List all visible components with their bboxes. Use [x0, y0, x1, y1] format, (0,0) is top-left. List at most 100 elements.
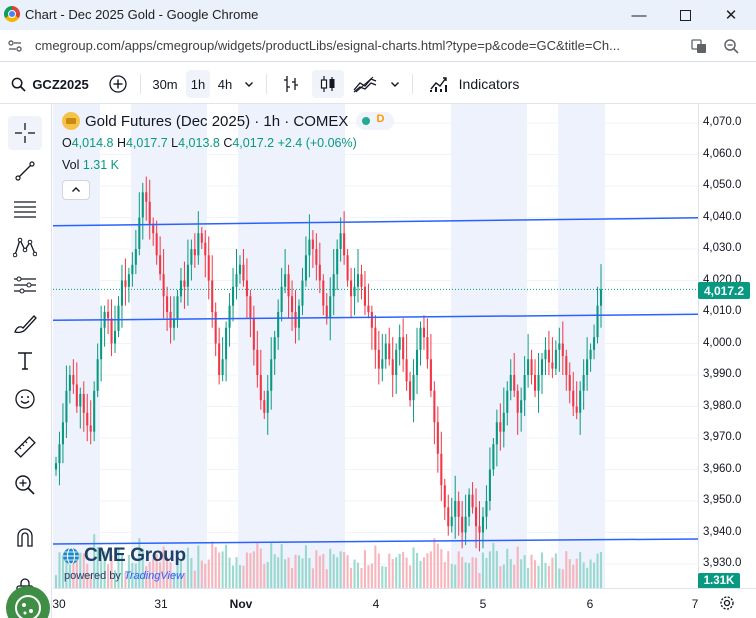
interval-30m[interactable]: 30m [152, 76, 178, 92]
candle [315, 233, 318, 281]
site-info-icon[interactable] [7, 38, 23, 54]
candle-body [461, 516, 464, 533]
candle-body [513, 375, 516, 391]
volume-bar [325, 569, 328, 588]
candle-body [100, 327, 103, 360]
candle-body [575, 406, 578, 413]
candle-body [540, 359, 544, 375]
trendline-tool[interactable] [8, 154, 42, 188]
compare-symbol-button[interactable] [104, 70, 132, 98]
chart-type-dropdown[interactable] [386, 70, 404, 98]
candle-body [93, 390, 96, 432]
volume-bar [398, 553, 401, 588]
volume-bar [131, 562, 134, 588]
volume-label: Vol [62, 158, 80, 172]
pattern-tool[interactable] [8, 230, 42, 264]
resistance-line [53, 217, 698, 227]
emoji-tool[interactable] [8, 382, 42, 416]
zoom-tool[interactable] [8, 468, 42, 502]
candlestick-chart[interactable] [53, 104, 698, 588]
close-button[interactable]: ✕ [708, 0, 754, 30]
candle [405, 334, 408, 391]
candle [172, 296, 176, 341]
volume-bar [377, 553, 380, 588]
minimize-button[interactable]: — [616, 0, 662, 30]
candle-body [582, 375, 585, 391]
indicators-button[interactable]: Indicators [422, 70, 526, 98]
interval-dropdown[interactable] [240, 70, 258, 98]
candle-body [481, 516, 485, 533]
candle [495, 409, 498, 467]
ruler-tool[interactable] [8, 430, 42, 464]
candle-body [138, 217, 141, 249]
candle [381, 334, 384, 382]
volume-bar [124, 572, 127, 588]
candle-body [211, 280, 214, 312]
candles-style-button[interactable] [312, 70, 344, 98]
volume-bar [301, 558, 304, 588]
candle-body [520, 400, 523, 413]
candle [200, 226, 203, 249]
chart-settings-icon[interactable] [719, 595, 735, 611]
candle-body [231, 286, 235, 306]
chart-type-button[interactable] [350, 70, 380, 98]
magnet-tool[interactable] [8, 520, 42, 554]
cookie-settings-button[interactable] [6, 586, 50, 618]
candle-body [402, 337, 405, 360]
volume-bar [540, 552, 544, 588]
candle [197, 211, 200, 265]
candle-body [148, 201, 151, 224]
fib-tool[interactable] [8, 192, 42, 226]
price-scale[interactable]: 4,070.0 4,060.0 4,050.0 4,040.0 4,030.0 4,020… [698, 104, 756, 588]
zoom-icon[interactable] [722, 37, 740, 55]
candle [193, 233, 196, 268]
candle-body [284, 274, 287, 287]
volume-bar [346, 555, 349, 588]
candle [304, 236, 307, 287]
interval-1h[interactable]: 1h [186, 70, 210, 98]
volume-bar [242, 565, 245, 588]
powered-by-tradingview[interactable]: powered by TradingView [64, 570, 185, 582]
market-status-badge[interactable]: D [356, 112, 395, 130]
collapse-legend-button[interactable] [62, 180, 90, 200]
tradingview-link[interactable]: TradingView [123, 570, 185, 582]
candle-body [266, 390, 269, 413]
volume-bar [367, 565, 370, 588]
midline [53, 313, 698, 322]
chart-pane[interactable] [53, 104, 698, 588]
maximize-button[interactable] [662, 0, 708, 30]
translate-icon[interactable] [690, 37, 708, 55]
candle-body [294, 312, 297, 328]
candle [311, 230, 314, 268]
volume-bar [599, 552, 603, 588]
candle-body [447, 507, 450, 527]
text-tool[interactable] [8, 344, 42, 378]
chevron-up-icon [72, 187, 80, 192]
bar-style-button[interactable] [276, 70, 306, 98]
candle [544, 337, 547, 375]
url-field[interactable]: cmegroup.com/apps/cmegroup/widgets/produ… [35, 38, 620, 53]
volume-bar [523, 555, 526, 588]
crosshair-tool[interactable] [8, 116, 42, 150]
volume-bar [225, 544, 228, 588]
forecast-tool[interactable] [8, 268, 42, 302]
volume-bar [200, 560, 203, 588]
interval-4h[interactable]: 4h [217, 76, 233, 92]
candle [65, 365, 68, 438]
volume-bar [100, 552, 103, 588]
volume-bar [308, 558, 311, 588]
volume-bar [284, 559, 287, 588]
brush-tool[interactable] [8, 306, 42, 340]
candle-body [464, 516, 467, 533]
candle [308, 214, 311, 278]
symbol-search-button[interactable]: GCZ2025 [6, 70, 94, 98]
volume-bar [440, 549, 443, 588]
candle [485, 485, 488, 530]
time-scale[interactable]: 30 31 Nov 4 5 6 7 [52, 588, 756, 618]
candle-body [225, 327, 228, 360]
candle [374, 315, 377, 369]
candle-body [527, 359, 530, 375]
volume-bar [68, 552, 71, 588]
chevron-down-icon [245, 82, 253, 87]
candle [176, 289, 179, 328]
